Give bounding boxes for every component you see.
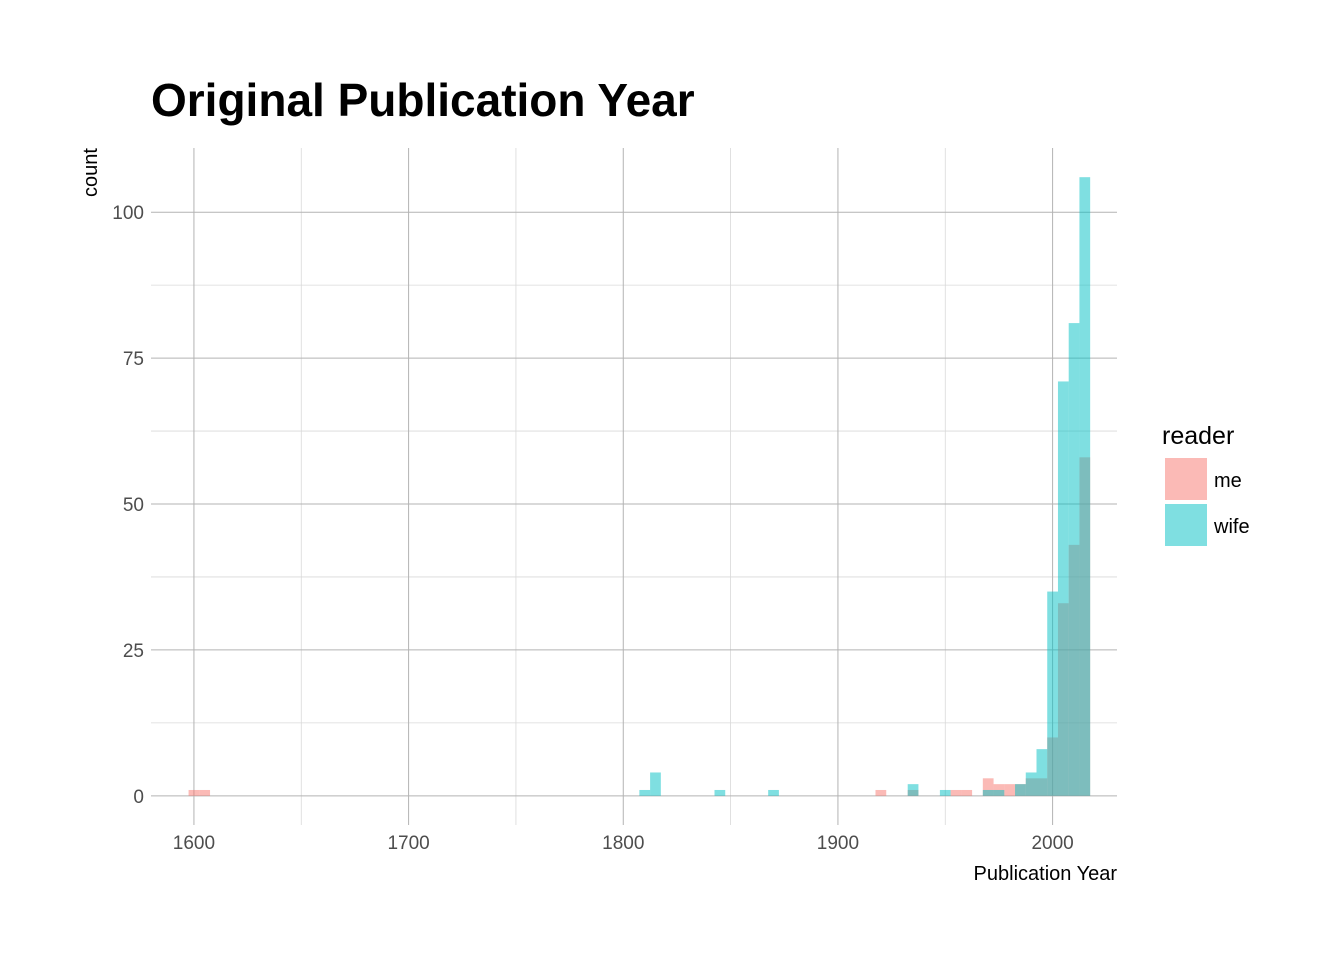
- bar-wife-2005: [1057, 381, 1069, 796]
- bar-me-1970: [982, 778, 994, 796]
- x-tick-label-1600: 1600: [173, 833, 215, 854]
- bar-me-1980: [1004, 784, 1016, 796]
- y-tick-label-75: 75: [123, 349, 144, 370]
- legend-items: me wife: [1165, 458, 1250, 546]
- bar-wife-1970: [982, 789, 994, 796]
- bar-me-1955: [950, 789, 962, 796]
- bar-wife-1995: [1036, 749, 1048, 796]
- bar-wife-1870: [768, 789, 779, 796]
- x-tick-label-1800: 1800: [602, 833, 644, 854]
- bar-me-1600: [188, 789, 200, 796]
- bar-me-1605: [199, 789, 211, 796]
- bar-wife-1990: [1025, 772, 1037, 796]
- y-tick-label-0: 0: [133, 787, 144, 808]
- legend-label-me: me: [1214, 470, 1242, 492]
- grid-lines: [151, 148, 1117, 825]
- bar-wife-1845: [714, 789, 726, 796]
- bar-wife-1815: [650, 772, 661, 796]
- x-tick-label-1900: 1900: [817, 833, 859, 854]
- y-tick-label-50: 50: [123, 495, 144, 516]
- y-tick-label-100: 100: [112, 203, 144, 224]
- legend-swatch-me: [1165, 458, 1207, 500]
- bar-wife-2000: [1047, 591, 1058, 796]
- legend-label-wife: wife: [1213, 516, 1250, 538]
- bar-wife-1950: [939, 789, 951, 796]
- x-tick-label-1700: 1700: [387, 833, 429, 854]
- legend-title: reader: [1162, 422, 1234, 450]
- x-tick-label-2000: 2000: [1031, 833, 1073, 854]
- bar-wife-1985: [1015, 784, 1026, 796]
- y-tick-label-25: 25: [123, 641, 144, 662]
- bar-me-1920: [875, 789, 887, 796]
- x-axis-title: Publication Year: [974, 863, 1118, 885]
- y-axis-title: count: [80, 148, 102, 197]
- histogram-bars: [188, 177, 1091, 796]
- bar-wife-2015: [1079, 177, 1091, 796]
- chart-title: Original Publication Year: [151, 74, 695, 126]
- bar-me-1960: [961, 789, 973, 796]
- bar-wife-1810: [639, 789, 651, 796]
- bar-wife-2010: [1068, 323, 1080, 796]
- legend: reader me wife: [1162, 422, 1250, 546]
- bar-wife-1935: [907, 784, 919, 796]
- legend-swatch-wife: [1165, 504, 1207, 546]
- bar-wife-1975: [993, 789, 1005, 796]
- axis-ticks: 1600 1700 1800 1900 2000 0 25 50 75 100: [112, 203, 1073, 854]
